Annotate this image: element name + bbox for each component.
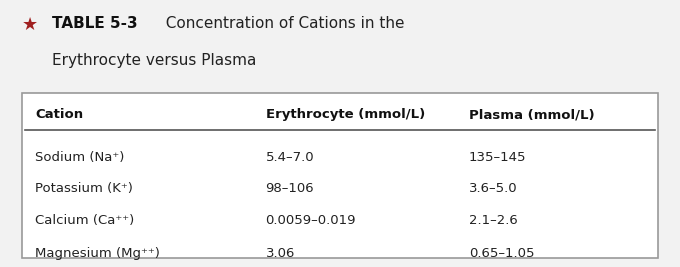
Text: 0.0059–0.019: 0.0059–0.019 <box>265 214 356 227</box>
Text: 2.1–2.6: 2.1–2.6 <box>469 214 517 227</box>
Text: 98–106: 98–106 <box>265 182 314 195</box>
Text: Potassium (K⁺): Potassium (K⁺) <box>35 182 133 195</box>
Text: Erythrocyte versus Plasma: Erythrocyte versus Plasma <box>52 53 256 68</box>
Text: Sodium (Na⁺): Sodium (Na⁺) <box>35 151 124 164</box>
Text: Erythrocyte (mmol/L): Erythrocyte (mmol/L) <box>265 108 425 121</box>
Text: Cation: Cation <box>35 108 84 121</box>
Text: Concentration of Cations in the: Concentration of Cations in the <box>156 16 405 31</box>
Text: TABLE 5-3: TABLE 5-3 <box>52 16 138 31</box>
Text: 0.65–1.05: 0.65–1.05 <box>469 247 534 260</box>
Text: ★: ★ <box>22 16 38 34</box>
FancyBboxPatch shape <box>22 93 658 258</box>
Text: 3.6–5.0: 3.6–5.0 <box>469 182 517 195</box>
Text: 3.06: 3.06 <box>265 247 295 260</box>
Text: Magnesium (Mg⁺⁺): Magnesium (Mg⁺⁺) <box>35 247 160 260</box>
Text: Calcium (Ca⁺⁺): Calcium (Ca⁺⁺) <box>35 214 135 227</box>
Text: 5.4–7.0: 5.4–7.0 <box>265 151 314 164</box>
Text: Plasma (mmol/L): Plasma (mmol/L) <box>469 108 594 121</box>
Text: 135–145: 135–145 <box>469 151 526 164</box>
